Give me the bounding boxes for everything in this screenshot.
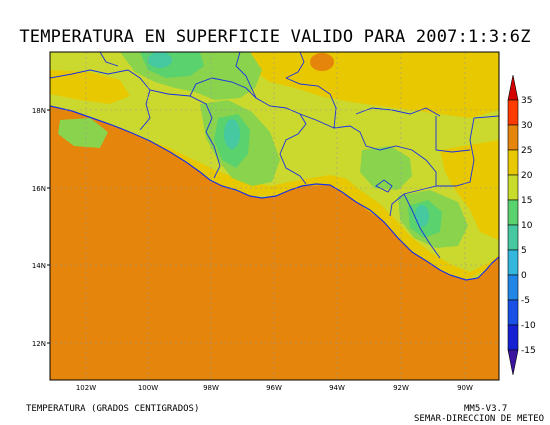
agency-credit: SEMAR-DIRECCION DE METEO bbox=[414, 414, 545, 424]
colorbar-swatch bbox=[507, 199, 519, 226]
colorbar-swatch bbox=[507, 324, 519, 351]
lat-label: 16N bbox=[32, 185, 46, 193]
colorbar-swatch bbox=[507, 149, 519, 176]
warm-zone-coast bbox=[150, 141, 499, 280]
warm-zone-west bbox=[50, 70, 130, 104]
colorbar-tick-label: 20 bbox=[521, 171, 533, 181]
lon-label: 102W bbox=[76, 384, 96, 392]
lon-label: 98W bbox=[203, 384, 219, 392]
coldest-core-southeast bbox=[415, 205, 429, 227]
model-version: MM5-V3.7 bbox=[464, 404, 508, 414]
variable-caption: TEMPERATURA (GRADOS CENTIGRADOS) bbox=[26, 404, 200, 414]
colorbar-swatch bbox=[507, 224, 519, 251]
colorbar-arrow-top bbox=[507, 74, 519, 101]
colorbar-labels: 35 30 25 20 15 10 5 0 -5 -10 -15 bbox=[521, 96, 536, 356]
lon-label: 90W bbox=[457, 384, 473, 392]
colorbar-tick-label: -5 bbox=[521, 296, 530, 306]
longitude-labels: 102W 100W 98W 96W 94W 92W 90W bbox=[76, 384, 473, 392]
coastline bbox=[50, 105, 499, 281]
colorbar-tick-label: 5 bbox=[521, 246, 527, 256]
warm-zone-north bbox=[250, 52, 499, 118]
colorbar-tick-label: 35 bbox=[521, 96, 532, 106]
lat-label: 18N bbox=[32, 107, 46, 115]
map-title: TEMPERATURA EN SUPERFICIE VALIDO PARA 20… bbox=[19, 27, 531, 47]
colorbar bbox=[507, 74, 519, 376]
colorbar-arrow-bottom bbox=[507, 349, 519, 376]
cool-zone-west bbox=[58, 118, 108, 148]
coldest-core-central bbox=[224, 119, 240, 149]
colorbar-tick-label: -15 bbox=[521, 346, 536, 356]
lon-label: 94W bbox=[329, 384, 345, 392]
cool-zone-east bbox=[360, 146, 412, 190]
coldest-core-north bbox=[148, 52, 172, 68]
latitude-labels: 18N 16N 14N 12N bbox=[32, 107, 46, 348]
map-frame bbox=[49, 51, 500, 381]
colorbar-tick-label: 15 bbox=[521, 196, 532, 206]
colorbar-tick-label: 10 bbox=[521, 221, 533, 231]
warm-spot-1 bbox=[310, 53, 334, 71]
warm-spot-2 bbox=[368, 56, 396, 72]
colorbar-swatch bbox=[507, 274, 519, 301]
colorbar-tick-label: 30 bbox=[521, 121, 533, 131]
lon-label: 92W bbox=[393, 384, 409, 392]
lat-label: 14N bbox=[32, 262, 46, 270]
colorbar-swatch bbox=[507, 299, 519, 326]
colorbar-swatch bbox=[507, 249, 519, 276]
colorbar-tick-label: 0 bbox=[521, 271, 527, 281]
warm-zone-east bbox=[440, 140, 499, 240]
colorbar-swatch bbox=[507, 174, 519, 201]
colorbar-swatch bbox=[507, 99, 519, 126]
lat-label: 12N bbox=[32, 340, 46, 348]
colorbar-swatch bbox=[507, 124, 519, 151]
lon-label: 100W bbox=[138, 384, 158, 392]
lon-label: 96W bbox=[266, 384, 282, 392]
state-borders bbox=[50, 52, 499, 259]
latitude-ticks bbox=[47, 109, 50, 344]
colorbar-tick-label: -10 bbox=[521, 321, 536, 331]
map-plot-area bbox=[50, 52, 499, 380]
colorbar-tick-label: 25 bbox=[521, 146, 532, 156]
